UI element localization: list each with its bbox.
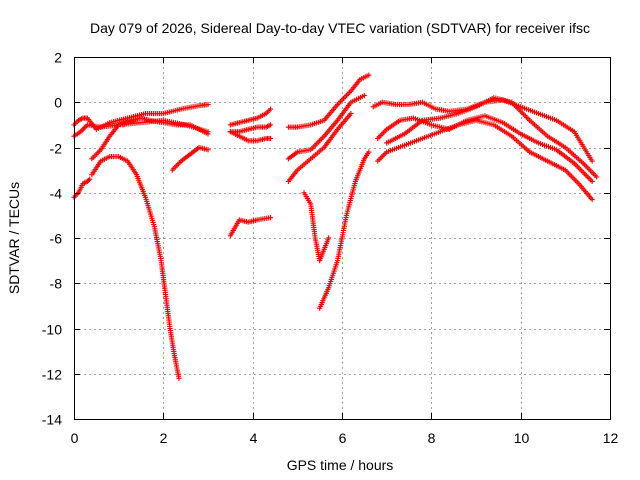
series-sat-p — [317, 149, 372, 311]
data-series — [71, 72, 600, 381]
y-tick-label: 2 — [54, 50, 62, 66]
series-sat-s — [375, 117, 595, 203]
y-axis-label: SDTVAR / TECUs — [6, 182, 22, 294]
series-sat-i — [227, 106, 274, 128]
data-point — [205, 147, 211, 153]
series-sat-r — [375, 113, 595, 185]
series-sat-g — [169, 144, 211, 173]
axis-ticks: 0 2 4 6 8 10 12 -14 -12 -10 -8 -6 -4 -2 0 2 — [42, 50, 619, 447]
y-tick-label: -4 — [50, 186, 63, 202]
y-tick-label: -2 — [50, 141, 63, 157]
x-tick-label: 6 — [339, 430, 347, 446]
x-tick-label: 8 — [428, 430, 436, 446]
series-sat-m — [285, 92, 367, 162]
series-sat-t — [384, 95, 600, 180]
y-tick-label: -14 — [42, 412, 62, 428]
x-tick-label: 0 — [71, 430, 79, 446]
x-tick-label: 4 — [250, 430, 258, 446]
data-point — [205, 101, 211, 108]
x-tick-label: 12 — [603, 430, 619, 446]
y-tick-label: -6 — [50, 231, 63, 247]
x-axis-label: GPS time / hours — [287, 457, 394, 473]
series-sat-d — [89, 153, 182, 381]
data-point — [176, 375, 182, 381]
series-sat-h — [227, 215, 274, 239]
series-sat-n — [285, 110, 354, 185]
x-tick-label: 10 — [514, 430, 530, 446]
data-point — [267, 122, 274, 128]
data-point — [589, 158, 595, 164]
data-point — [87, 176, 93, 182]
data-point — [267, 106, 274, 112]
series-sat-l — [285, 72, 372, 130]
y-tick-label: -8 — [50, 276, 63, 292]
data-point — [366, 149, 372, 155]
data-point — [589, 196, 595, 203]
data-point — [361, 92, 367, 99]
y-tick-label: -10 — [42, 322, 62, 338]
data-point — [366, 72, 372, 78]
data-point — [267, 215, 274, 221]
data-point — [267, 135, 274, 142]
series-sat-c — [71, 176, 93, 200]
series-sat-a — [71, 101, 211, 132]
series-sat-o — [301, 190, 332, 264]
data-point — [594, 174, 600, 180]
y-tick-label: 0 — [54, 95, 62, 111]
data-point — [85, 177, 92, 183]
series-sat-f — [120, 115, 211, 137]
y-tick-label: -12 — [42, 367, 62, 383]
data-point — [326, 235, 332, 241]
series-sat-e — [89, 117, 131, 162]
x-tick-label: 2 — [160, 430, 168, 446]
data-point — [205, 131, 211, 137]
data-point — [348, 110, 354, 117]
chart-title: Day 079 of 2026, Sidereal Day-to-day VTE… — [90, 20, 590, 36]
series-sat-k — [227, 129, 274, 144]
data-point — [589, 178, 595, 185]
